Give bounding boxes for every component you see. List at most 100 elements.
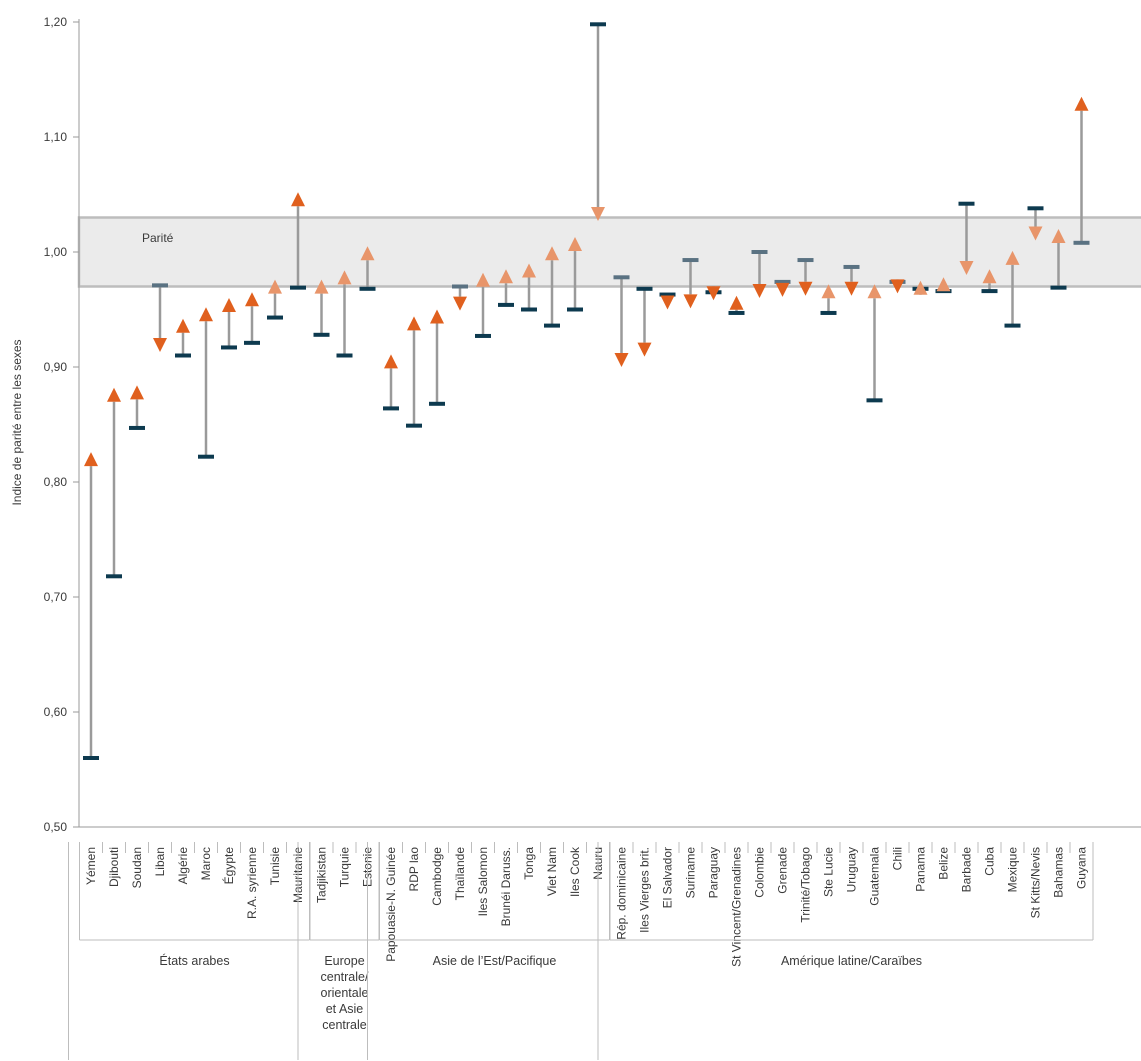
start-marker — [475, 333, 491, 338]
category-label: Turquie — [338, 847, 352, 888]
category-label: Liban — [153, 847, 167, 876]
category-label: Iles Cook — [568, 846, 582, 897]
category-label: Chili — [891, 847, 905, 870]
category-label: Tonga — [522, 847, 536, 880]
arrow-down-marker — [706, 286, 721, 301]
start-marker — [843, 264, 860, 269]
arrow-up-marker — [407, 316, 421, 331]
arrow-up-marker — [107, 387, 121, 402]
arrow-up-marker — [1005, 250, 1020, 265]
start-marker — [406, 423, 422, 428]
arrow-up-marker — [314, 279, 329, 294]
start-marker — [106, 574, 122, 579]
category-label: Paraguay — [707, 847, 721, 898]
start-marker — [544, 323, 560, 328]
category-label: Guatemala — [868, 847, 882, 906]
start-marker — [83, 756, 99, 760]
arrow-up-marker — [84, 452, 98, 467]
y-axis: 0,50 0,60 0,70 0,80 0,90 1,00 1,10 1,20 — [44, 15, 80, 834]
arrow-up-marker — [936, 277, 951, 292]
group-brackets: États arabes Europe centrale/orientale et A… — [68, 842, 1094, 1060]
category-label: Ste Lucie — [822, 847, 836, 897]
start-marker — [429, 401, 445, 406]
arrow-up-marker — [499, 269, 513, 284]
arrow-up-marker — [568, 237, 582, 252]
arrow-down-marker — [775, 282, 790, 297]
category-label: Tadjikistan — [315, 847, 329, 903]
category-label: R.A. syrienne — [245, 847, 259, 919]
arrow-up-marker — [291, 192, 305, 207]
start-marker — [613, 275, 630, 280]
category-label: Algérie — [176, 847, 190, 885]
arrow-down-marker — [614, 353, 629, 367]
group-label: Asie de l’Est/Pacifique — [433, 954, 557, 968]
start-marker — [590, 22, 606, 27]
start-marker — [383, 406, 399, 411]
arrow-up-marker — [1074, 96, 1089, 111]
category-label: Suriname — [684, 847, 698, 899]
group-label: États arabes — [159, 953, 229, 968]
arrow-down-marker — [752, 284, 767, 298]
arrow-up-marker — [199, 307, 213, 322]
group-label: Europe — [324, 954, 364, 968]
arrow-up-marker — [222, 298, 236, 312]
arrow-up-marker — [867, 284, 882, 299]
start-marker — [129, 425, 145, 430]
group-label: et Asie — [326, 1002, 364, 1016]
arrow-down-marker — [453, 296, 467, 311]
y-tick-label: 0,90 — [44, 360, 68, 374]
category-label: Grenade — [776, 847, 790, 894]
category-label: Guyana — [1075, 847, 1089, 889]
start-marker — [313, 332, 330, 337]
start-marker — [820, 310, 837, 315]
group-label: Amérique latine/Caraïbes — [781, 954, 922, 968]
start-marker — [359, 286, 376, 291]
category-label: Djibouti — [107, 847, 121, 887]
category-label: El Salvador — [661, 847, 675, 908]
start-marker — [682, 258, 699, 263]
y-tick-label: 0,80 — [44, 475, 68, 489]
y-tick-label: 0,70 — [44, 590, 68, 604]
category-label: Bahamas — [1052, 847, 1066, 898]
category-label: Cambodge — [430, 847, 444, 906]
category-label: Maroc — [199, 847, 213, 880]
category-label: RDP lao — [407, 847, 421, 892]
start-marker — [290, 285, 306, 290]
category-label: Soudan — [130, 847, 144, 888]
arrow-up-marker — [1051, 229, 1066, 243]
start-marker — [958, 201, 975, 206]
category-label: Trinité/Tobago — [799, 847, 813, 923]
start-marker — [728, 310, 745, 315]
category-label: Viet Nam — [545, 847, 559, 896]
category-label: Cuba — [983, 847, 997, 876]
y-tick-label: 1,00 — [44, 245, 68, 259]
start-marker — [198, 454, 214, 459]
category-label: Yémen — [84, 847, 98, 885]
start-marker — [636, 286, 653, 291]
start-marker — [152, 283, 168, 288]
arrow-up-marker — [522, 263, 536, 278]
y-tick-label: 1,10 — [44, 130, 68, 144]
category-label: Iles Vierges brit. — [638, 847, 652, 933]
arrow-down-marker — [844, 281, 859, 296]
category-label: Iles Salomon — [476, 847, 490, 916]
category-label: Belize — [937, 847, 951, 880]
category-label: St Kitts/Nevis — [1029, 847, 1043, 918]
category-label: Uruguay — [845, 847, 859, 892]
category-labels: Yémen Djibouti Soudan Liban Algérie Maroc Égyp… — [84, 846, 1089, 967]
arrow-up-marker — [384, 354, 398, 369]
arrow-down-marker — [591, 206, 605, 221]
arrow-up-marker — [982, 269, 997, 284]
arrow-up-marker — [913, 280, 928, 295]
start-marker — [336, 353, 353, 358]
arrow-up-marker — [268, 279, 282, 294]
arrow-up-marker — [476, 272, 490, 287]
start-marker — [498, 302, 514, 307]
start-marker — [659, 292, 676, 297]
group-label: centrale/ — [321, 970, 369, 984]
arrow-up-marker — [545, 246, 559, 261]
start-marker — [866, 398, 883, 403]
arrow-down-marker — [890, 279, 905, 294]
arrow-up-marker — [430, 309, 444, 324]
